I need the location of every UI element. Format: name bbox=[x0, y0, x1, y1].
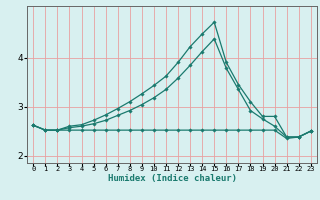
X-axis label: Humidex (Indice chaleur): Humidex (Indice chaleur) bbox=[108, 174, 236, 183]
